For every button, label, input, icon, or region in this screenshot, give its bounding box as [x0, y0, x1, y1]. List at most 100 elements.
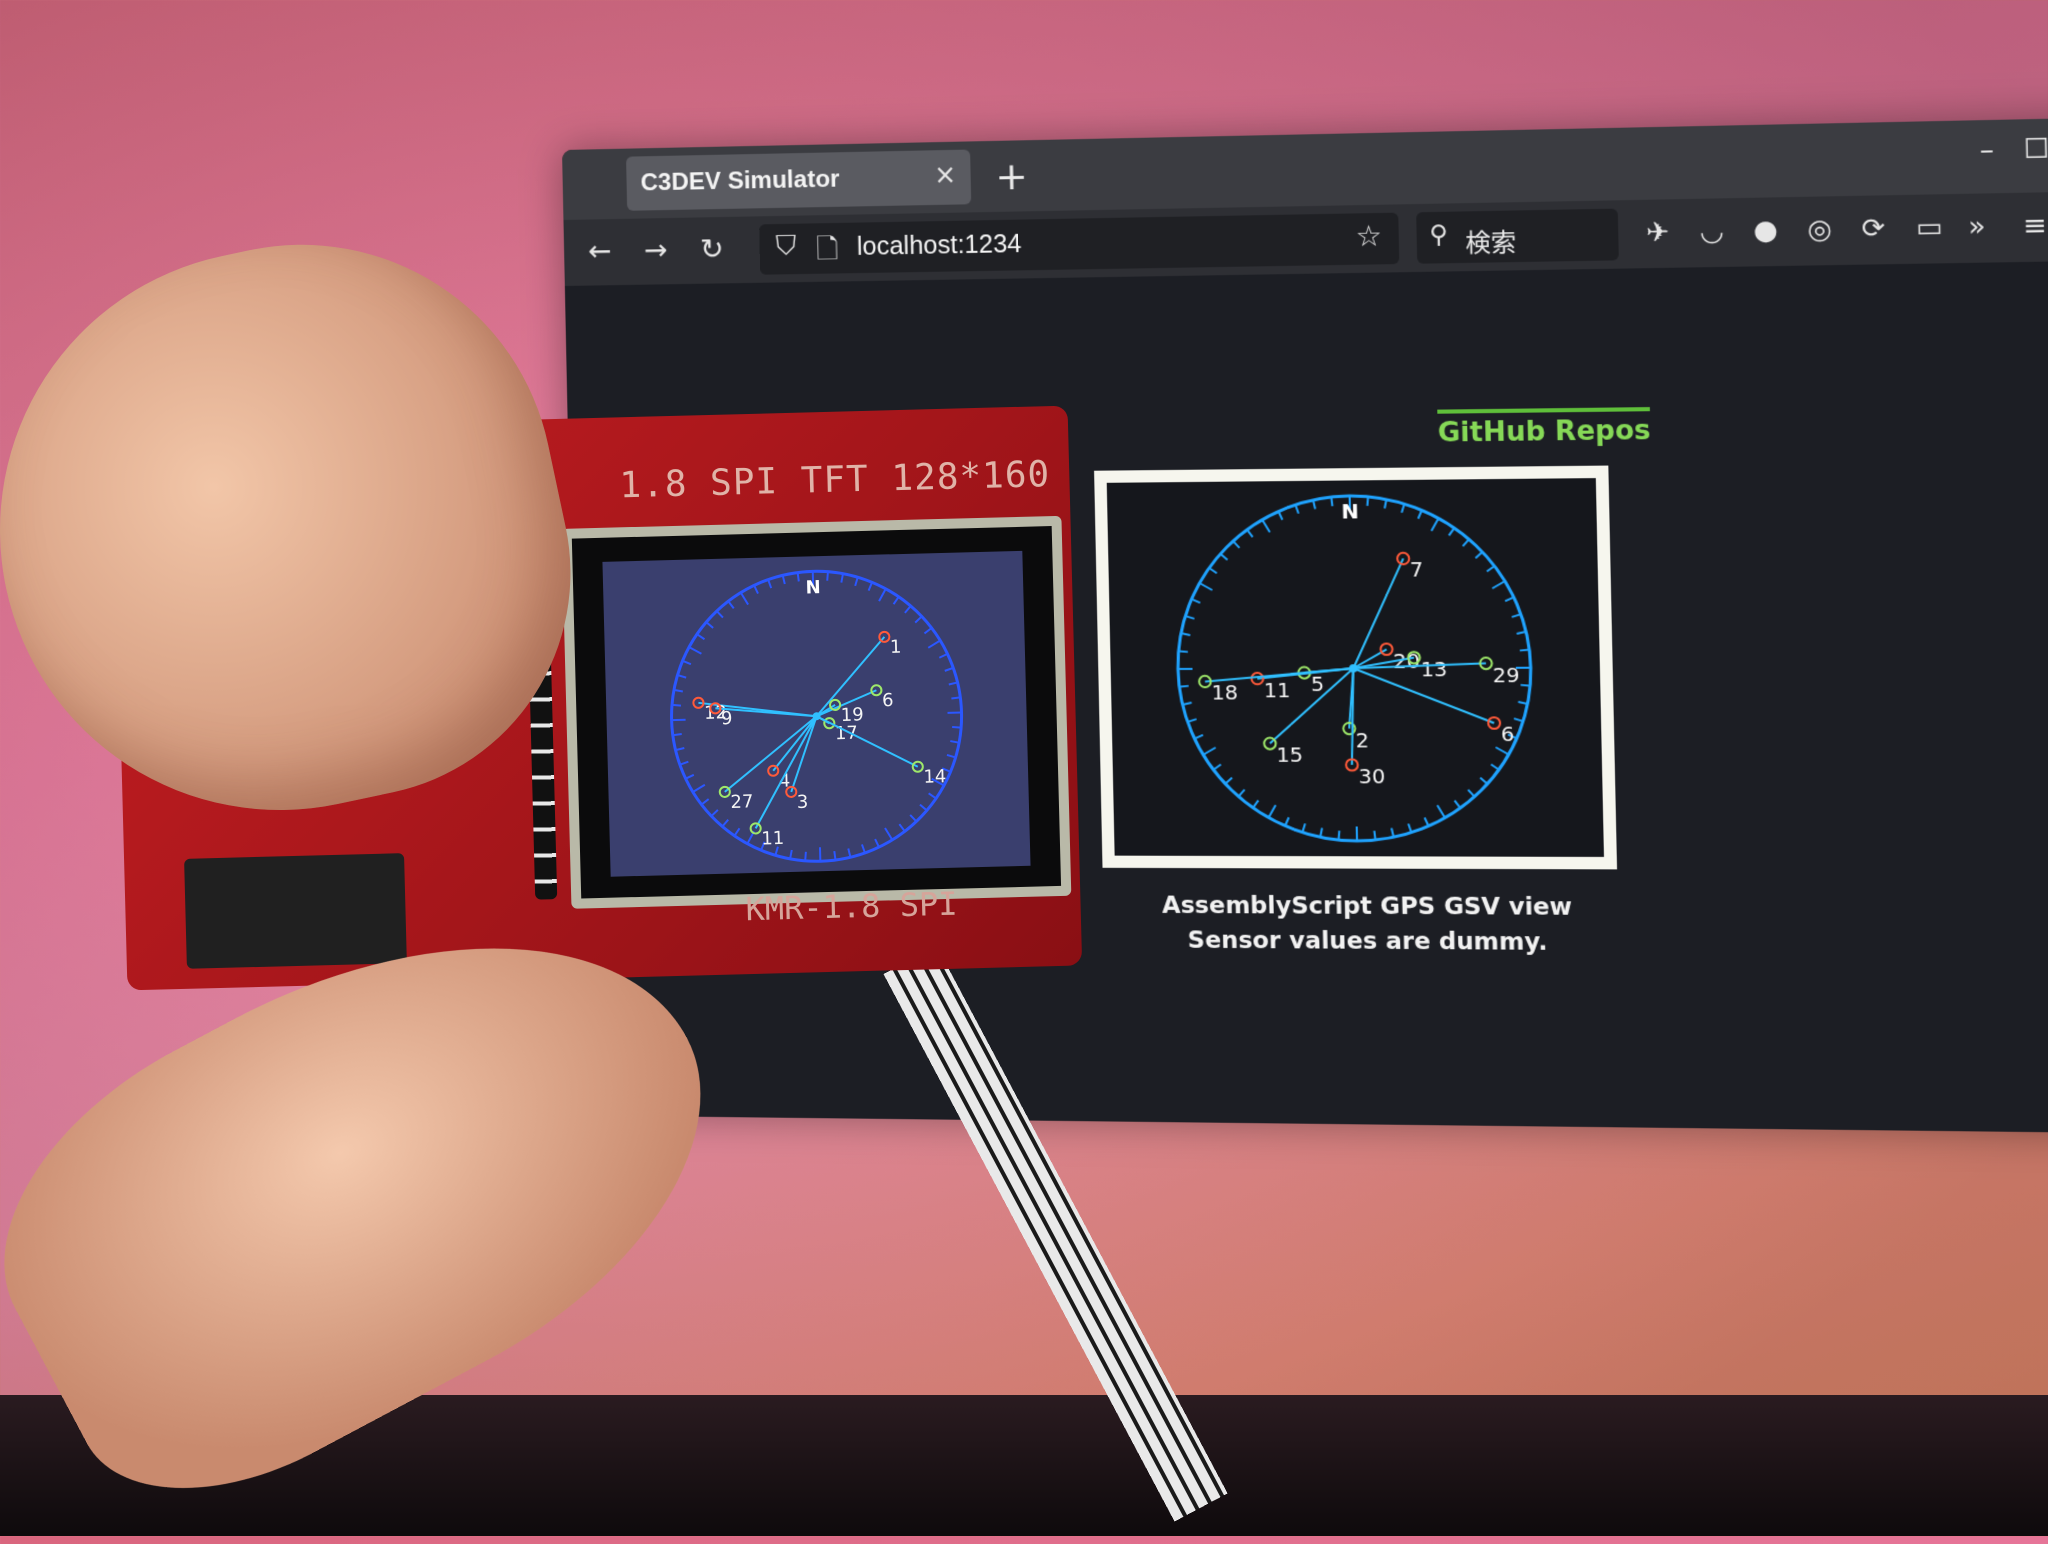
satellite-label: 17 — [835, 723, 858, 745]
gps-gsv-dial-tft: N16191714129432711 — [602, 551, 1030, 877]
dial-tick — [1200, 583, 1213, 590]
dial-tick — [1320, 828, 1322, 837]
dial-tick — [1188, 719, 1197, 722]
satellite-marker — [1397, 553, 1409, 565]
dial-tick — [1295, 505, 1298, 514]
satellite-label: 11 — [1264, 677, 1291, 702]
dial-tick — [728, 601, 733, 608]
board-label: 1.8 SPI TFT 128*160 — [619, 454, 1051, 506]
dial-tick — [693, 785, 705, 792]
dial-tick — [855, 577, 858, 586]
dial-tick — [928, 641, 940, 648]
dial-tick — [1449, 528, 1455, 536]
tab-title: C3DEV Simulator — [640, 165, 840, 197]
maximize-button[interactable]: ☐ — [2023, 133, 2048, 165]
dial-tick — [1496, 747, 1509, 754]
dial-tick — [862, 844, 865, 853]
satellite-label: 1 — [890, 637, 902, 658]
dial-tick — [754, 585, 758, 593]
dial-tick — [1475, 552, 1482, 558]
north-label: N — [805, 577, 821, 598]
dial-tick — [1179, 686, 1188, 687]
github-repos-link[interactable]: GitHub Repos — [1437, 407, 1651, 449]
dial-tick — [1463, 539, 1470, 546]
dial-tick — [868, 582, 872, 590]
tab-close-icon[interactable]: × — [934, 160, 957, 191]
dial-tick — [915, 616, 922, 622]
dial-tick — [734, 828, 739, 835]
dial-tick — [920, 804, 927, 810]
dial-tick — [783, 575, 785, 584]
dial-tick — [1384, 499, 1386, 508]
board-bottom-label: KMR-1.8 SPI — [745, 885, 958, 929]
sync-icon[interactable]: ⟳ — [1861, 208, 1886, 250]
dial-tick — [1225, 778, 1232, 784]
satellite-label: 18 — [1211, 680, 1238, 705]
dial-tick — [1185, 616, 1194, 619]
url-text[interactable]: localhost:1234 — [857, 230, 1022, 262]
bookmark-star-icon[interactable]: ☆ — [1355, 219, 1382, 253]
pocket-icon[interactable]: ◡ — [1699, 211, 1724, 253]
dial-tick — [910, 815, 916, 822]
dial-tick — [1179, 651, 1188, 652]
target-icon[interactable]: ◎ — [1807, 209, 1832, 251]
dial-tick — [1514, 718, 1523, 721]
dial-tick — [1192, 599, 1201, 603]
satellite-line — [817, 714, 918, 770]
dial-tick — [741, 592, 748, 604]
reload-icon[interactable]: ↻ — [700, 229, 724, 270]
dial-tick — [1512, 614, 1521, 617]
dial-tick — [678, 675, 687, 678]
tab-active[interactable]: C3DEV Simulator × — [626, 150, 971, 211]
dial-tick — [1262, 520, 1270, 532]
dial-tick — [879, 589, 886, 601]
dial-tick — [1374, 831, 1375, 840]
dial-tick — [1338, 831, 1339, 840]
dial-tick — [1367, 497, 1368, 506]
dial-tick — [1253, 800, 1259, 807]
dial-tick — [706, 622, 713, 628]
dial-tick — [1408, 824, 1411, 833]
dial-tick — [676, 748, 685, 750]
page-icon: 🗋 — [816, 230, 839, 277]
dial-tick — [939, 654, 947, 658]
dial-tick — [1518, 702, 1527, 704]
satellite-label: 5 — [1311, 672, 1325, 697]
back-icon[interactable]: ← — [588, 231, 612, 271]
dial-tick — [1203, 748, 1216, 755]
dial-tick — [841, 574, 843, 583]
dial-tick — [1183, 703, 1192, 705]
satellite-line — [753, 716, 820, 828]
dial-tick — [1302, 824, 1305, 833]
dial-tick — [827, 572, 828, 581]
dial-tick — [1247, 530, 1253, 537]
satellite-label: 6 — [882, 690, 894, 711]
menu-icon[interactable]: ≡ — [2023, 205, 2048, 247]
satellite-marker — [720, 787, 730, 797]
minimize-button[interactable]: – — [1979, 135, 1994, 167]
dial-tick — [674, 690, 683, 692]
address-bar[interactable]: ⛉ 🗋 localhost:1234 ☆ — [759, 213, 1399, 275]
overflow-icon[interactable]: » — [1968, 206, 1986, 248]
connector-block — [184, 853, 407, 969]
dial-tick — [1492, 581, 1505, 588]
hat-icon[interactable]: ● — [1753, 210, 1778, 252]
dial-tick — [686, 775, 694, 779]
satellite-label: 9 — [721, 708, 733, 729]
satellite-label: 11 — [761, 828, 784, 850]
extension-icon[interactable]: ✈ — [1646, 212, 1670, 254]
forward-icon[interactable]: → — [644, 230, 668, 271]
clipboard-icon[interactable]: ▭ — [1915, 207, 1943, 249]
dial-tick — [875, 839, 879, 847]
dial-tick — [1233, 541, 1239, 548]
dial-tick — [768, 580, 771, 589]
new-tab-button[interactable]: + — [995, 148, 1029, 203]
dial-tick — [1491, 764, 1499, 769]
dial-tick — [952, 727, 961, 728]
search-input[interactable]: ⚲ 検索 — [1416, 209, 1619, 264]
dial-tick — [673, 734, 682, 735]
satellite-label: 14 — [923, 766, 946, 788]
simulator-canvas-frame: N720132962301551118 — [1094, 466, 1617, 870]
shield-icon[interactable]: ⛉ — [775, 231, 796, 264]
dial-tick — [697, 634, 704, 639]
